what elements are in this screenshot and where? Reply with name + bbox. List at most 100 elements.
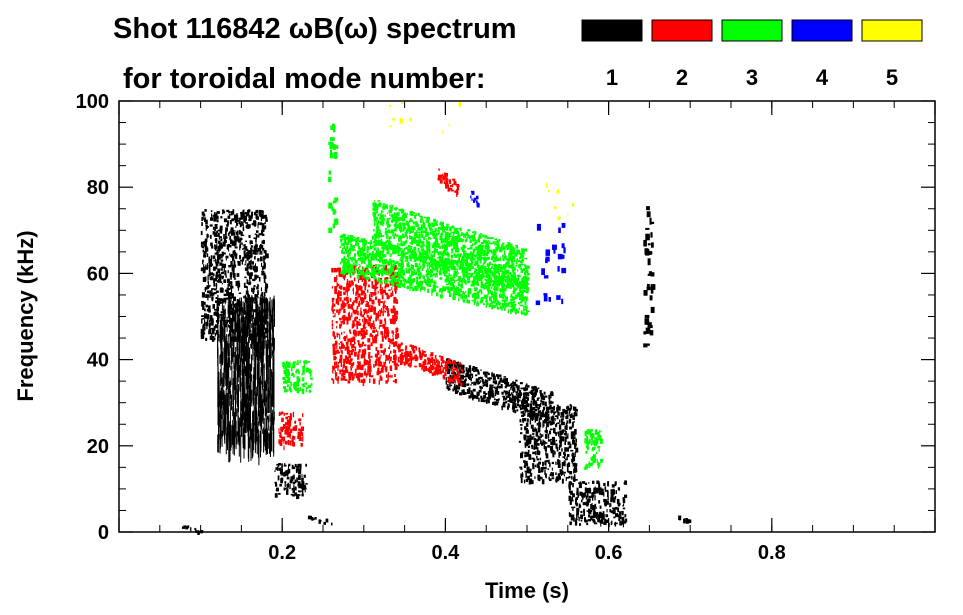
spectrum-mark xyxy=(342,303,345,308)
spectrum-mark xyxy=(575,503,578,507)
spectrum-mark xyxy=(248,299,249,327)
spectrum-mark xyxy=(208,267,211,272)
spectrum-mark xyxy=(206,295,209,298)
spectrum-mark xyxy=(503,390,506,393)
spectrum-mark xyxy=(397,356,400,361)
spectrum-mark xyxy=(400,359,404,364)
spectrum-mark xyxy=(508,389,510,393)
spectrum-mark xyxy=(505,396,509,398)
spectrum-mark xyxy=(410,286,413,289)
spectrum-mark xyxy=(353,373,357,376)
spectrum-mark xyxy=(259,245,263,249)
spectrum-mark xyxy=(195,528,197,533)
spectrum-mark xyxy=(571,475,573,480)
spectrum-mark xyxy=(468,377,471,380)
spectrum-mark xyxy=(423,280,427,283)
spectrum-mark xyxy=(230,337,232,347)
spectrum-mark xyxy=(367,365,371,369)
spectrum-mark xyxy=(249,252,253,258)
spectrum-mark xyxy=(337,301,340,306)
spectrum-mark xyxy=(342,275,345,279)
spectrum-mark xyxy=(536,458,540,461)
spectrum-mark xyxy=(336,349,339,354)
spectrum-mark xyxy=(336,341,338,345)
spectrum-mark xyxy=(349,283,352,288)
spectrum-mark xyxy=(234,391,236,417)
spectrum-mark xyxy=(555,443,558,449)
spectrum-mark xyxy=(422,275,424,279)
spectrum-mark xyxy=(395,364,397,369)
spectrum-mark xyxy=(576,509,579,515)
spectrum-mark xyxy=(368,358,371,364)
spectrum-mark xyxy=(228,210,230,214)
spectrum-mark xyxy=(242,358,243,389)
spectrum-mark xyxy=(241,231,243,235)
spectrum-mark xyxy=(511,277,514,281)
spectrum-mark xyxy=(367,338,371,343)
spectrum-mark xyxy=(524,451,527,455)
spectrum-mark xyxy=(335,321,338,324)
spectrum-mark xyxy=(612,492,615,495)
spectrum-mark xyxy=(532,401,536,404)
spectrum-mark xyxy=(210,242,213,247)
spectrum-mark xyxy=(514,399,517,403)
spectrum-mark xyxy=(599,505,602,509)
spectrum-mark xyxy=(393,341,397,347)
spectrum-mark xyxy=(455,272,458,277)
spectrum-mark xyxy=(232,378,234,388)
spectrum-mark xyxy=(230,282,233,288)
spectrum-mark xyxy=(647,258,651,266)
spectrum-mark xyxy=(586,502,589,507)
spectrum-mark xyxy=(255,318,257,334)
spectrum-mark xyxy=(294,486,297,489)
spectrum-mark xyxy=(571,506,574,509)
spectrum-mark xyxy=(238,436,240,457)
spectrum-mark xyxy=(520,387,524,390)
spectrum-mark xyxy=(593,512,597,518)
spectrum-mark xyxy=(358,300,361,306)
spectrum-mark xyxy=(227,336,229,357)
spectrum-mark xyxy=(339,371,341,375)
spectrum-mark xyxy=(384,348,386,352)
spectrum-mark xyxy=(237,282,241,288)
spectrum-mark xyxy=(247,254,250,259)
spectrum-mark xyxy=(331,522,333,526)
spectrum-mark xyxy=(300,426,304,431)
spectrum-mark xyxy=(526,299,529,301)
spectrum-mark xyxy=(206,253,209,257)
spectrum-mark xyxy=(352,376,354,381)
spectrum-mark xyxy=(379,343,383,349)
spectrum-mark xyxy=(552,419,554,422)
spectrum-mark xyxy=(389,267,393,270)
spectrum-mark xyxy=(545,406,548,412)
spectrum-mark xyxy=(532,395,535,399)
spectrum-mark xyxy=(250,380,252,404)
spectrum-mark xyxy=(449,377,452,382)
spectrum-mark xyxy=(588,482,590,484)
spectrum-mark xyxy=(232,424,234,455)
spectrum-mark xyxy=(362,241,364,246)
spectrum-mark xyxy=(181,526,185,529)
spectrum-mark xyxy=(231,264,235,267)
spectrum-mark xyxy=(538,461,541,465)
spectrum-mark xyxy=(334,366,337,369)
spectrum-mark xyxy=(331,320,334,323)
spectrum-mark xyxy=(269,305,271,310)
spectrum-mark xyxy=(252,314,254,345)
spectrum-mark xyxy=(423,368,426,372)
spectrum-mark xyxy=(617,513,619,516)
spectrum-mark xyxy=(204,209,207,212)
spectrum-mark xyxy=(218,334,220,342)
spectrum-mark xyxy=(240,317,244,321)
spectrum-mark xyxy=(433,286,436,291)
spectrum-mark xyxy=(233,421,235,448)
spectrum-mark xyxy=(225,388,227,415)
spectrum-mark xyxy=(288,464,289,470)
spectrum-mark xyxy=(255,275,259,279)
spectrum-mark xyxy=(218,379,220,404)
spectrum-mark xyxy=(452,388,455,392)
spectrum-mark xyxy=(247,363,249,389)
spectrum-mark xyxy=(444,173,447,175)
spectrum-mark xyxy=(494,390,497,393)
spectrum-mark xyxy=(250,305,252,310)
